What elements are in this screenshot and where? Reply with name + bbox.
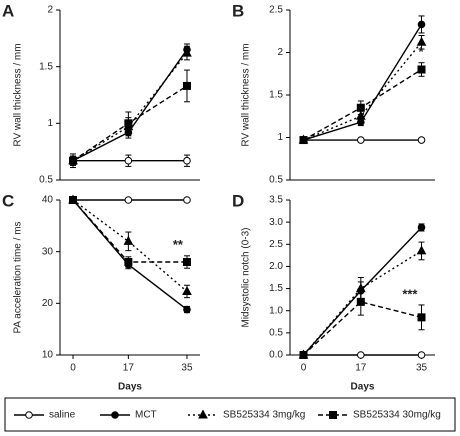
y-tick-label: 0.5: [269, 175, 283, 186]
point: [182, 258, 191, 266]
point: [183, 196, 191, 204]
panel-label: B: [232, 1, 244, 20]
y-tick-label: 0.0: [269, 350, 283, 361]
x-tick-label: 17: [355, 363, 367, 374]
y-tick-label: 1.5: [39, 61, 53, 72]
legend-marker: [111, 411, 119, 419]
y-tick-label: 0.5: [39, 175, 53, 186]
x-axis-label: Days: [118, 382, 142, 393]
point: [417, 351, 426, 359]
x-tick-label: 35: [416, 363, 428, 374]
y-tick-label: 2: [277, 47, 283, 58]
series-line: [303, 41, 423, 141]
point: [357, 351, 365, 359]
series-line: [72, 199, 187, 263]
series-line: [72, 49, 188, 162]
series-line: [303, 301, 422, 356]
point: [416, 36, 427, 46]
x-tick-label: 0: [301, 363, 307, 374]
y-tick-label: 2: [47, 5, 53, 16]
point: [357, 136, 365, 144]
y-tick-label: 30: [42, 246, 54, 257]
point: [355, 110, 366, 120]
point: [356, 103, 365, 112]
point: [124, 258, 133, 266]
point: [124, 119, 133, 128]
point: [183, 156, 191, 165]
legend-box: [4, 397, 456, 432]
y-tick-label: 2.0: [269, 261, 283, 272]
legend-marker: [25, 411, 33, 419]
legend-label: SB525334 30mg/kg: [353, 410, 441, 421]
annotation: *: [418, 44, 424, 59]
point: [123, 235, 134, 245]
point: [299, 351, 308, 359]
series-line: [72, 52, 188, 162]
y-tick-label: 2.5: [269, 5, 283, 16]
y-tick-label: 20: [42, 298, 54, 309]
point: [356, 297, 365, 306]
point: [417, 223, 426, 232]
point: [417, 20, 426, 29]
point: [69, 156, 78, 165]
y-axis-label: RV wall thickness / mm: [13, 43, 24, 146]
point: [182, 47, 192, 57]
y-axis-label: RV wall thickness / mm: [241, 43, 252, 146]
y-tick-label: 3.0: [269, 217, 283, 228]
x-tick-label: 35: [181, 363, 193, 374]
series-line: [302, 250, 422, 356]
point: [417, 136, 426, 144]
legend-marker: [198, 409, 208, 419]
legend-label: saline: [49, 410, 76, 421]
x-axis-label: Days: [351, 382, 375, 393]
point: [417, 313, 426, 322]
point: [182, 285, 192, 295]
series-line: [72, 199, 188, 311]
point: [124, 196, 133, 204]
point: [416, 245, 427, 255]
legend-marker: [329, 411, 337, 419]
annotation: **: [173, 237, 184, 252]
x-tick-label: 0: [70, 363, 76, 374]
y-tick-label: 40: [42, 195, 54, 206]
y-tick-label: 1.5: [269, 283, 283, 294]
y-tick-label: 2.5: [269, 239, 283, 250]
panel-label: C: [2, 191, 14, 210]
y-tick-label: 10: [42, 350, 54, 361]
point: [69, 196, 78, 204]
y-tick-label: 1.5: [269, 90, 283, 101]
point: [417, 65, 426, 74]
panel-label: A: [2, 1, 14, 20]
annotation: ***: [402, 286, 418, 301]
legend-label: SB525334 3mg/kg: [223, 410, 305, 421]
panel-label: D: [232, 191, 244, 210]
y-axis-label: Midsystolic notch (0-3): [241, 227, 252, 327]
point: [182, 81, 191, 90]
y-tick-label: 1: [277, 132, 283, 143]
y-tick-label: 3.5: [269, 195, 283, 206]
point: [299, 136, 308, 145]
y-tick-label: 0.5: [269, 327, 283, 338]
point: [183, 305, 191, 314]
legend-label: MCT: [135, 410, 157, 421]
y-tick-label: 1: [47, 118, 53, 129]
point: [124, 156, 133, 165]
series-line: [72, 199, 188, 292]
y-axis-label: PA acceleration time / ms: [13, 221, 24, 333]
y-tick-label: 1.0: [269, 305, 283, 316]
x-tick-label: 17: [123, 363, 135, 374]
